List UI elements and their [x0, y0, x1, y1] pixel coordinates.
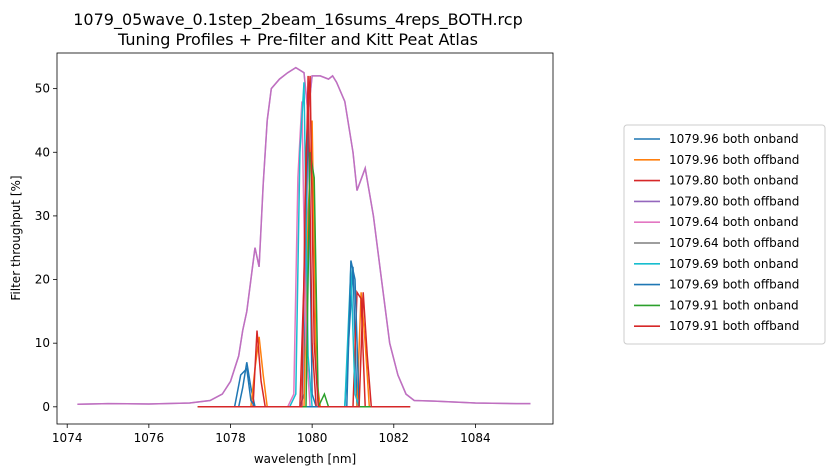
y-tick-label: 0 [42, 400, 50, 414]
plot-frame [56, 52, 554, 425]
legend-entry: 1079.64 both onband [669, 215, 799, 229]
legend-entry: 1079.69 both onband [669, 257, 799, 271]
x-tick-label: 1084 [460, 431, 491, 445]
legend-entry: 1079.96 both offband [669, 153, 799, 167]
prefilter-overlay-line [77, 66, 531, 406]
legend-entry: 1079.64 both offband [669, 236, 799, 250]
x-tick-label: 1078 [215, 431, 246, 445]
legend-entry: 1079.96 both onband [669, 132, 799, 146]
series-line-8 [197, 152, 411, 408]
y-tick-label: 20 [35, 273, 50, 287]
plot-lines [77, 66, 531, 408]
y-tick-label: 40 [35, 145, 50, 159]
chart-title: 1079_05wave_0.1step_2beam_16sums_4reps_B… [73, 10, 522, 30]
x-tick-label: 1080 [297, 431, 328, 445]
legend-entry: 1079.80 both offband [669, 194, 799, 208]
legend-frame [623, 124, 826, 345]
legend: 1079.96 both onband 1079.96 both offband 1… [623, 124, 826, 345]
x-axis-ticks: 1074 1076 1078 1080 1082 1084 [52, 424, 491, 445]
x-axis-label: wavelength [nm] [254, 452, 356, 466]
y-axis-label: Filter throughput [%] [9, 175, 23, 300]
legend-entry: 1079.69 both offband [669, 278, 799, 292]
y-axis-ticks: 0 10 20 30 40 50 [35, 82, 57, 414]
x-tick-label: 1076 [134, 431, 165, 445]
legend-entry: 1079.80 both onband [669, 174, 799, 188]
y-tick-label: 10 [35, 336, 50, 350]
legend-entry: 1079.91 both offband [669, 319, 799, 333]
y-tick-label: 30 [35, 209, 50, 223]
series-line-6 [289, 82, 360, 408]
chart-subtitle: Tuning Profiles + Pre-filter and Kitt Pe… [117, 30, 478, 49]
series-line-9 [197, 75, 411, 408]
x-tick-label: 1082 [379, 431, 410, 445]
series-line-2 [197, 75, 411, 408]
legend-entry: 1079.91 both onband [669, 298, 799, 312]
y-tick-label: 50 [35, 82, 50, 96]
x-tick-label: 1074 [52, 431, 83, 445]
